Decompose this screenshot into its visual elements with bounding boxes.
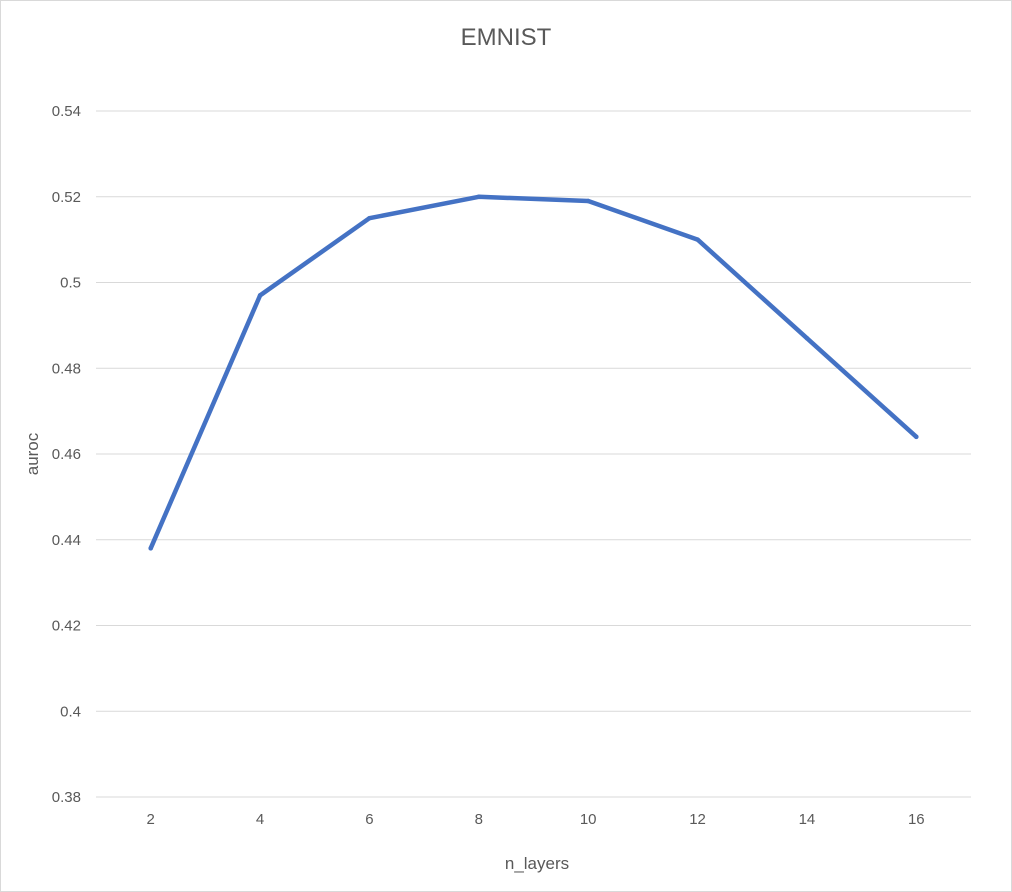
series-line: [148, 194, 919, 551]
y-tick-label: 0.52: [52, 189, 81, 206]
x-tick-label: 12: [689, 811, 706, 828]
data-point: [804, 335, 810, 341]
y-axis-title: auroc: [23, 432, 42, 475]
y-tick-label: 0.46: [52, 446, 81, 463]
data-point: [148, 546, 153, 551]
gridlines: [96, 110, 971, 798]
y-tick-label: 0.5: [60, 275, 81, 292]
series-layer: [148, 194, 919, 551]
x-tick-label: 10: [580, 811, 597, 828]
data-point: [367, 215, 372, 221]
y-tick-label: 0.4: [60, 703, 81, 720]
y-tick-label: 0.48: [52, 360, 81, 377]
y-tick-label: 0.42: [52, 618, 81, 635]
chart-title: EMNIST: [461, 24, 552, 51]
data-point: [476, 194, 482, 199]
x-axis-title: n_layers: [505, 854, 569, 873]
data-point: [695, 237, 700, 242]
x-tick-label: 2: [147, 811, 155, 828]
x-tick-label: 16: [908, 811, 925, 828]
x-tick-label: 8: [475, 811, 483, 828]
y-axis-ticks: 0.38 0.4 0.42 0.44 0.46 0.48 0.5 0.52 0.54: [52, 103, 81, 806]
y-tick-label: 0.54: [52, 103, 81, 120]
x-axis-ticks: 2 4 6 8 10 12 14 16: [147, 811, 925, 828]
x-tick-label: 6: [365, 811, 373, 828]
data-point: [257, 293, 263, 298]
data-point: [914, 434, 919, 440]
x-tick-label: 14: [799, 811, 816, 828]
y-tick-label: 0.38: [52, 789, 81, 806]
data-point: [585, 198, 591, 204]
x-tick-label: 4: [256, 811, 264, 828]
y-tick-label: 0.44: [52, 532, 81, 549]
